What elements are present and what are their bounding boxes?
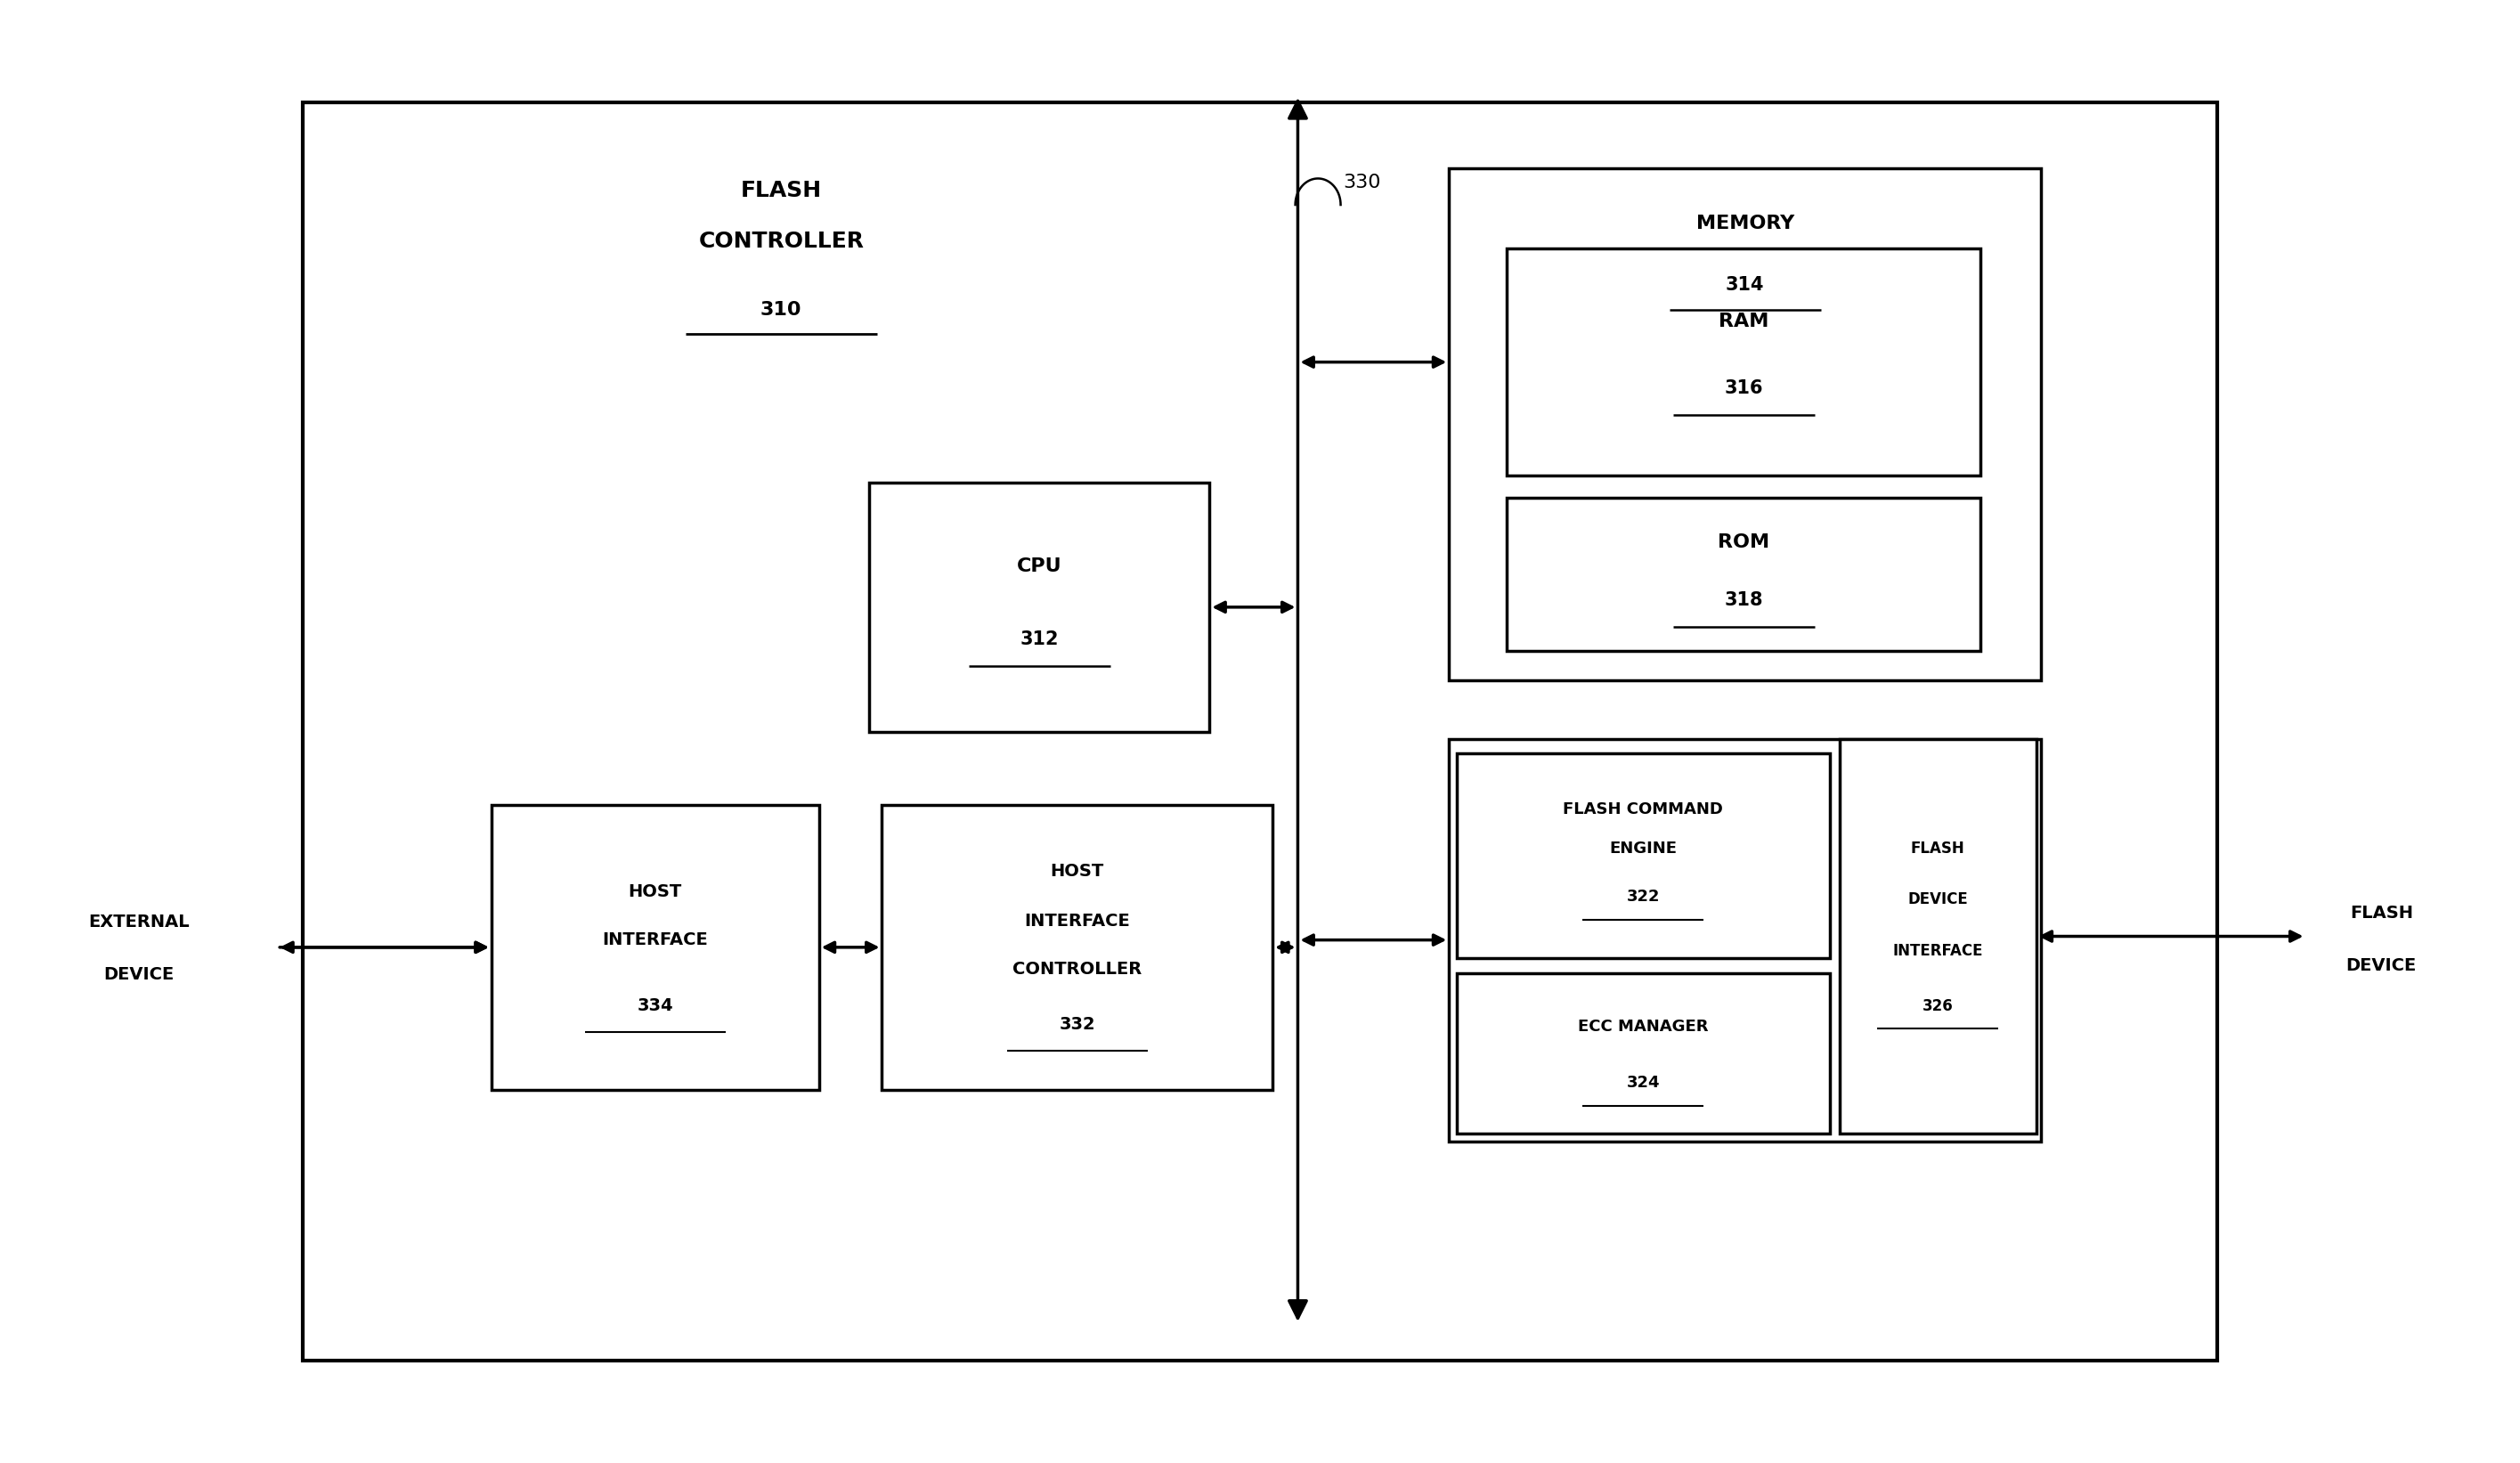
Text: DEVICE: DEVICE bbox=[1908, 892, 1968, 907]
Text: INTERFACE: INTERFACE bbox=[1893, 944, 1983, 958]
Text: MEMORY: MEMORY bbox=[1696, 215, 1794, 233]
Bar bbox=[1507, 249, 1981, 475]
Text: INTERFACE: INTERFACE bbox=[1026, 913, 1129, 929]
Text: RAM: RAM bbox=[1719, 312, 1769, 331]
Text: INTERFACE: INTERFACE bbox=[602, 932, 708, 948]
Bar bbox=[1449, 168, 2041, 680]
Bar bbox=[882, 805, 1273, 1090]
Text: CONTROLLER: CONTROLLER bbox=[1013, 961, 1142, 977]
Text: 324: 324 bbox=[1625, 1075, 1661, 1090]
Text: 334: 334 bbox=[638, 998, 673, 1014]
Text: ROM: ROM bbox=[1719, 533, 1769, 552]
Text: CONTROLLER: CONTROLLER bbox=[698, 231, 864, 252]
Bar bbox=[1457, 753, 1830, 958]
Text: 310: 310 bbox=[761, 301, 801, 319]
Text: EXTERNAL: EXTERNAL bbox=[88, 913, 189, 930]
Text: FLASH: FLASH bbox=[741, 180, 822, 200]
Bar bbox=[491, 805, 819, 1090]
Text: 330: 330 bbox=[1343, 174, 1381, 192]
Text: FLASH COMMAND: FLASH COMMAND bbox=[1562, 802, 1724, 816]
Bar bbox=[869, 483, 1210, 732]
Bar bbox=[302, 102, 2218, 1361]
Text: 332: 332 bbox=[1058, 1017, 1096, 1033]
Bar bbox=[1507, 497, 1981, 651]
Text: ENGINE: ENGINE bbox=[1610, 841, 1676, 856]
Text: HOST: HOST bbox=[627, 884, 683, 900]
Text: 316: 316 bbox=[1724, 379, 1764, 398]
Text: DEVICE: DEVICE bbox=[103, 966, 174, 983]
Text: DEVICE: DEVICE bbox=[2346, 957, 2417, 974]
Text: 318: 318 bbox=[1724, 591, 1764, 610]
Text: ECC MANAGER: ECC MANAGER bbox=[1578, 1020, 1709, 1034]
Bar bbox=[1840, 739, 2036, 1134]
Bar bbox=[1457, 973, 1830, 1134]
Text: 312: 312 bbox=[1021, 631, 1058, 648]
Text: 322: 322 bbox=[1625, 890, 1661, 904]
Text: 326: 326 bbox=[1923, 999, 1953, 1014]
Text: FLASH: FLASH bbox=[2349, 904, 2414, 922]
Text: 314: 314 bbox=[1726, 277, 1764, 294]
Text: CPU: CPU bbox=[1018, 557, 1061, 575]
Bar bbox=[1449, 739, 2041, 1141]
Text: FLASH: FLASH bbox=[1910, 841, 1966, 856]
Text: HOST: HOST bbox=[1051, 863, 1104, 879]
